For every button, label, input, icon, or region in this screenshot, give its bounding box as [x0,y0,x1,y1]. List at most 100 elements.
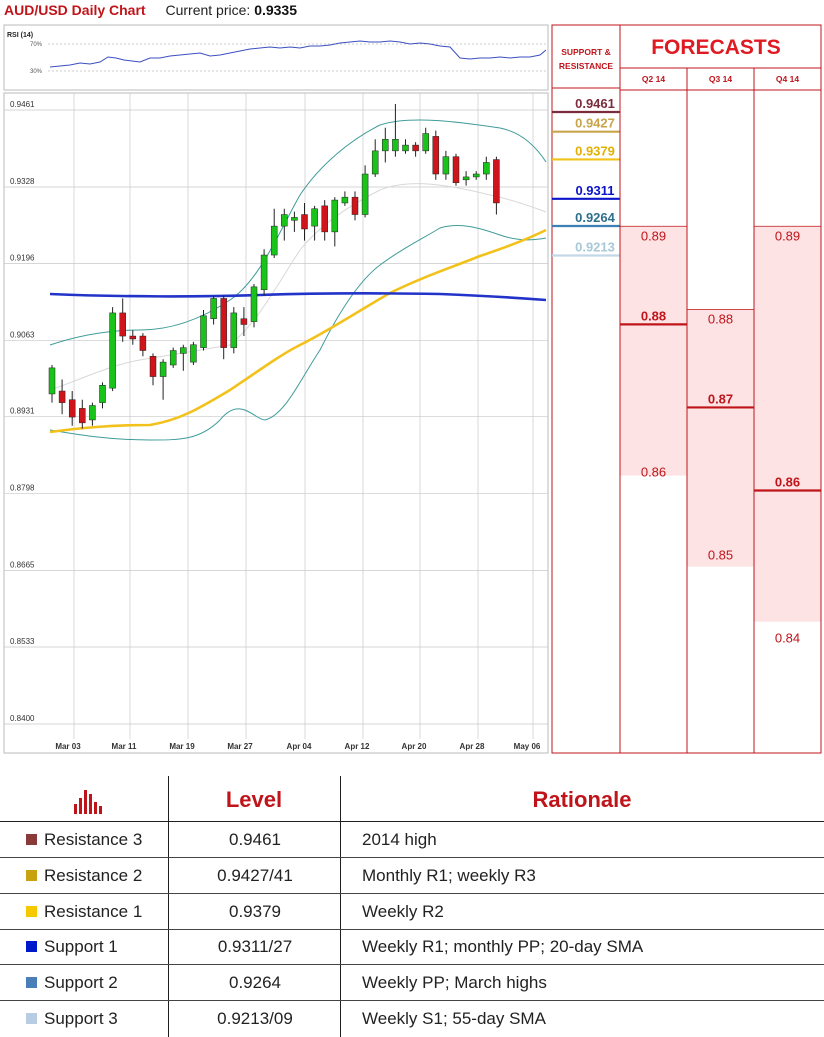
level-color-swatch [26,869,37,881]
bar-chart-icon [74,790,102,814]
candle-body [119,312,126,337]
candle-body [442,156,450,175]
candle-body [371,150,379,175]
candle-body [412,144,419,152]
level-name: Resistance 2 [44,865,143,885]
rsi-lower-tick: 30% [30,69,43,75]
candle-body [402,144,409,152]
candle-body [99,384,106,403]
candle-body [301,214,308,230]
forecast-high-value: 0.89 [641,228,666,243]
y-axis-ticks: 0.9461 0.9328 0.9196 0.9063 0.8931 0.8798 0.86… [10,100,35,723]
forecast-mid-value: 0.87 [708,391,733,406]
candle-body [250,286,258,322]
candle-body [48,367,56,395]
table-row: Resistance 3 0.9461 2014 high [0,822,824,857]
table-row: Support 1 0.9311/27 Weekly R1; monthly PP;… [0,929,824,964]
bollinger-lower-band [49,225,547,441]
sr-panel-frame [551,24,621,754]
table-row: Resistance 1 0.9379 Weekly R2 [0,894,824,929]
candle-body [341,196,349,204]
table-header-level: Level [225,787,283,812]
candle-body [149,356,157,377]
level-value: 0.9379 [229,901,281,921]
forecast-low-value: 0.85 [708,548,733,563]
candlestick-series [48,104,500,429]
x-tick-label: Mar 19 [169,742,195,751]
x-tick-label: Apr 04 [287,742,312,751]
sma-100-line [49,292,547,302]
candle-body [432,136,440,175]
candle-body [159,361,167,377]
candle-body [331,199,339,233]
forecast-range-band [687,309,754,567]
sr-level-value: 0.9379 [575,143,615,158]
level-color-swatch [26,941,37,953]
rsi-panel: RSI (14) 70% 30% [3,24,549,91]
bollinger-upper-band [49,119,547,346]
level-value: 0.9427/41 [217,865,293,885]
chart-header: AUD/USD Daily Chart Current price: 0.933… [4,2,297,18]
forecast-quarter-label: Q2 14 [642,74,665,84]
candle-body [169,350,177,366]
current-price-value: 0.9335 [254,2,298,18]
candle-body [109,312,116,389]
level-name: Support 2 [44,973,118,993]
table-row: Support 3 0.9213/09 Weekly S1; 55-day SMA [0,1001,824,1036]
y-tick-label: 0.8533 [10,637,35,646]
candle-body [493,159,500,204]
row-divider [0,928,824,930]
current-price-label: Current price: [165,2,251,18]
level-value: 0.9461 [229,830,281,849]
level-name: Support 3 [44,1009,118,1028]
y-tick-label: 0.9461 [10,100,35,109]
level-name: Resistance 3 [44,830,143,849]
level-rationale: Weekly R2 [362,901,444,921]
level-rationale: 2014 high [362,830,437,849]
table-col-sep-2 [340,776,341,1037]
sr-level-value: 0.9264 [575,210,616,225]
candle-body [240,318,248,325]
sr-title-2: RESISTANCE [559,61,613,71]
forecast-low-value: 0.84 [775,631,800,646]
sr-level-value: 0.9461 [575,96,615,111]
plot-frame [3,92,549,754]
forecast-range-band [754,226,821,622]
level-name: Resistance 1 [44,901,143,921]
candle-body [210,298,217,319]
rsi-frame [3,24,549,91]
sr-title-1: SUPPORT & [561,47,611,57]
candle-body [291,217,298,221]
candle-body [351,196,359,215]
level-rationale: Weekly R1; monthly PP; 20-day SMA [362,937,644,957]
level-rationale: Weekly PP; March highs [362,973,547,993]
support-resistance-panel: SUPPORT & RESISTANCE 0.9461 0.9427 0.9379 0… [551,24,621,754]
forecast-mid-value: 0.86 [775,475,800,490]
forecast-mid-value: 0.88 [641,308,666,323]
candle-body [230,312,238,348]
bollinger-middle-band [49,183,547,391]
candle-body [220,298,227,348]
x-tick-label: Mar 27 [227,742,253,751]
x-tick-label: Apr 28 [460,742,485,751]
candle-body [462,176,470,181]
row-divider [0,857,824,858]
rsi-line [49,40,547,68]
level-name: Support 1 [44,937,118,957]
y-tick-label: 0.8400 [10,714,35,723]
candle-body [200,315,207,348]
y-tick-label: 0.9328 [10,177,35,186]
y-tick-label: 0.8931 [10,407,35,416]
candle-body [260,254,268,291]
table-header-divider [0,821,824,822]
candle-body [452,156,460,183]
y-tick-label: 0.8798 [10,484,35,493]
forecast-columns: Q2 14 0.89 0.88 0.86 Q3 14 0.88 0.87 0.85 Q4 14 0… [620,74,821,646]
candle-body [190,344,197,363]
chart-canvas: RSI (14) 70% 30% 0.9461 0.9328 0.9196 0.906… [3,24,822,754]
sr-level-value: 0.9311 [575,183,614,198]
forecast-high-value: 0.88 [708,311,733,326]
forecast-quarter-label: Q4 14 [776,74,799,84]
table-row: Resistance 2 0.9427/41 Monthly R1; weekly … [0,858,824,893]
sr-level-value: 0.9427 [575,116,615,131]
